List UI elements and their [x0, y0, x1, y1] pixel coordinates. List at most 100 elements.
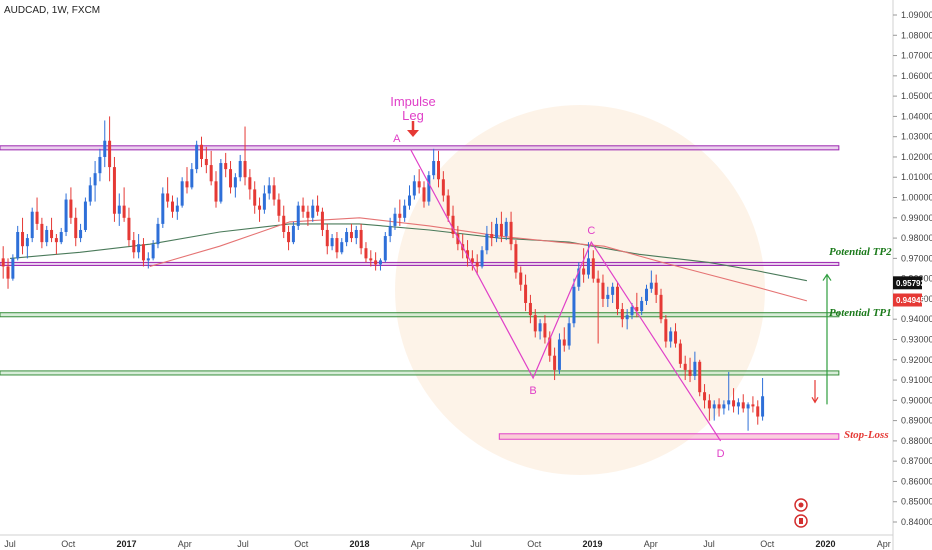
candle [548, 331, 552, 362]
candle-body [180, 181, 184, 206]
candle [495, 217, 499, 243]
slow-moving-average-line [9, 223, 808, 282]
candle-body [59, 231, 63, 243]
candle [412, 175, 416, 200]
target-arrow-head [822, 273, 832, 281]
candle [756, 400, 760, 425]
candle [557, 333, 561, 374]
candle-body [606, 294, 610, 299]
candle [301, 197, 305, 218]
candle-body [557, 339, 561, 370]
candle [88, 177, 92, 206]
candle-body [761, 396, 765, 417]
candle-body [378, 260, 382, 265]
candle [185, 167, 189, 194]
candle-body [40, 223, 44, 243]
candle-body [722, 404, 726, 409]
candle [117, 193, 121, 226]
candle [746, 402, 750, 431]
candle-body [466, 250, 470, 259]
candle [320, 207, 324, 237]
candle [209, 150, 213, 186]
candle [736, 398, 740, 415]
candle-body [50, 229, 54, 239]
candle-body [741, 402, 745, 409]
candle-body [451, 215, 455, 235]
candle [707, 394, 711, 421]
x-tick-label: Jul [237, 539, 249, 549]
candle [93, 161, 97, 202]
candle [393, 207, 397, 230]
candle-body [683, 363, 687, 370]
candle [103, 120, 107, 168]
candle-body [437, 161, 441, 180]
candle [582, 248, 586, 283]
candle [325, 223, 329, 255]
candle-body [243, 161, 247, 178]
candle-body [475, 262, 479, 267]
abcd-point-c: C [587, 225, 595, 237]
candle [69, 187, 73, 224]
candle [1, 246, 5, 279]
y-tick-label: 1.00000 [901, 193, 932, 203]
y-tick-label: 0.97000 [901, 253, 932, 263]
x-tick-label: Jul [470, 539, 482, 549]
candle-body [620, 309, 624, 320]
candle [345, 227, 349, 247]
candle [398, 199, 402, 226]
candle-body [316, 205, 320, 212]
candle [316, 195, 320, 216]
candle [727, 371, 731, 411]
moving-averages-layer [9, 217, 808, 302]
alert-icon[interactable] [794, 498, 808, 512]
x-tick-label: 2020 [815, 539, 835, 549]
candle [349, 223, 353, 243]
candle-body [611, 286, 615, 295]
candle-body [224, 163, 228, 170]
candle [83, 197, 87, 232]
candle-body [117, 205, 121, 214]
time-axis[interactable]: Jul Oct 2017 Apr Jul Oct 2018 Apr Jul Oct 2019 Apr J… [4, 539, 891, 549]
candle-body [272, 185, 276, 200]
candle [761, 378, 765, 421]
candle [388, 217, 392, 243]
zone-tp2-zone [0, 261, 840, 266]
zones-layer [0, 145, 840, 440]
candle-body [645, 288, 649, 301]
x-tick-label: Jul [4, 539, 16, 549]
candle [282, 205, 286, 239]
candle-body [219, 163, 223, 202]
candle [688, 357, 692, 383]
candle-body [30, 211, 34, 239]
y-tick-label: 0.88000 [901, 436, 932, 446]
candle-body [674, 331, 678, 344]
candle-body [35, 211, 39, 224]
y-tick-label: 1.09000 [901, 10, 932, 20]
candle-body [625, 315, 629, 320]
candle-body [277, 199, 281, 216]
candle-body [403, 205, 407, 218]
candle-body [669, 331, 673, 342]
candle [296, 201, 300, 230]
candle [693, 351, 697, 381]
candle [287, 225, 291, 251]
candle [132, 231, 136, 259]
tp2-label: Potential TP2 [829, 246, 892, 258]
candle [601, 274, 605, 308]
candle [649, 270, 653, 293]
candle [572, 278, 576, 328]
candle [214, 171, 218, 208]
candle [543, 315, 547, 344]
svg-text:0.95793: 0.95793 [896, 279, 925, 288]
candle [354, 225, 358, 245]
candle-body [108, 140, 112, 168]
candle-body [703, 392, 707, 401]
candle-body [151, 244, 155, 259]
canada-flag-icon[interactable] [794, 514, 808, 528]
candle-body [495, 223, 499, 239]
y-tick-label: 0.90000 [901, 395, 932, 405]
candle-body [374, 260, 378, 265]
candle [127, 207, 131, 247]
candle [567, 317, 571, 350]
